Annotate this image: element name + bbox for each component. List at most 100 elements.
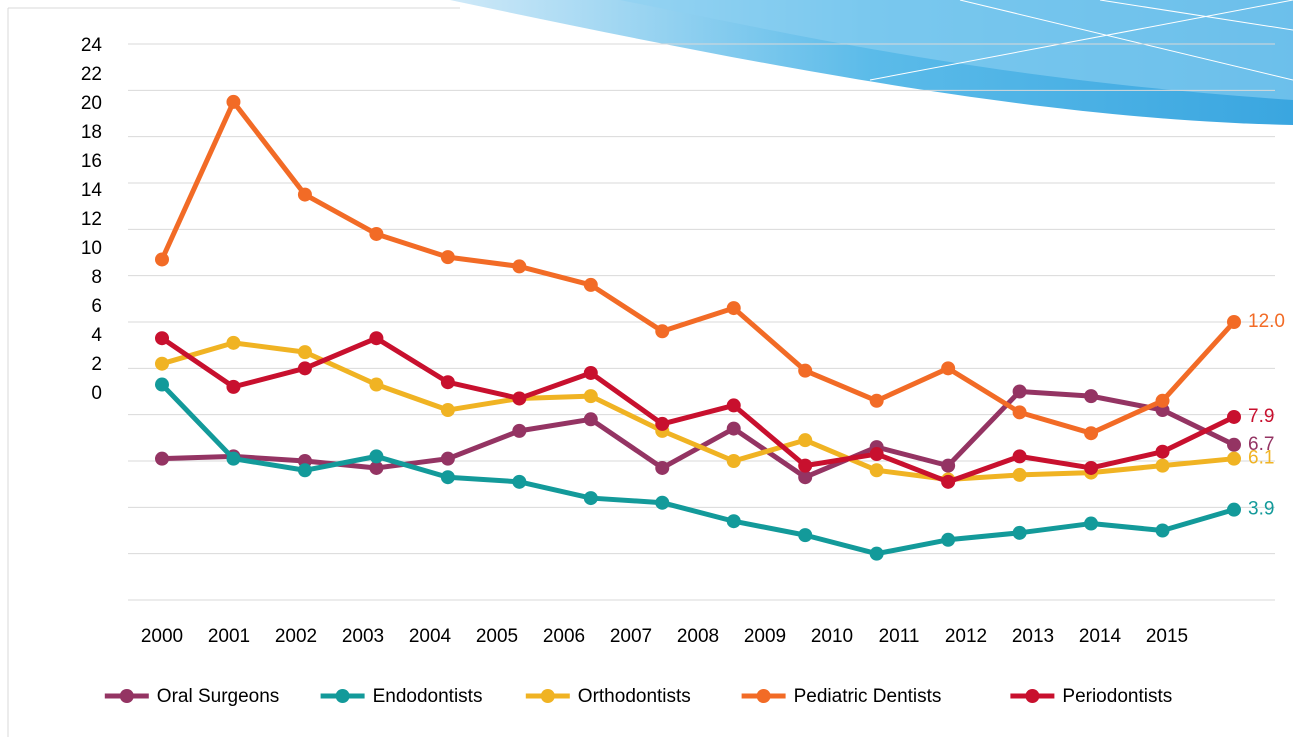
y-tick-label: 20: [81, 93, 102, 114]
y-tick-label: 18: [81, 122, 102, 143]
data-point: [155, 377, 169, 392]
x-tick-label: 2003: [342, 626, 384, 647]
data-point: [869, 546, 884, 561]
series-line: [160, 335, 1236, 485]
x-tick-label: 2007: [610, 626, 652, 647]
y-tick-label: 14: [81, 180, 103, 201]
data-point: [655, 495, 670, 510]
data-point: [1227, 502, 1241, 517]
data-point: [226, 379, 241, 394]
data-point: [869, 463, 884, 478]
series-line: [159, 99, 1236, 436]
data-label: 12.0: [1248, 311, 1285, 332]
data-point: [1227, 451, 1241, 466]
x-tick-label: 2011: [879, 626, 920, 647]
y-tick-label: 8: [91, 267, 102, 288]
decoration: [869, 0, 1293, 81]
data-point: [1155, 523, 1170, 538]
y-tick-label: 24: [81, 35, 103, 56]
data-point: [798, 528, 813, 543]
data-point: [655, 460, 670, 475]
decoration: [620, 0, 1293, 100]
x-tick-label: 2006: [543, 626, 585, 647]
data-point: [1084, 426, 1099, 441]
data-point: [226, 335, 241, 350]
x-tick-label: 2004: [409, 626, 452, 647]
x-tick-label: 2001: [208, 626, 250, 647]
x-tick-label: 2010: [811, 626, 853, 647]
data-point: [798, 433, 813, 448]
data-point: [369, 449, 384, 464]
data-point: [583, 365, 598, 380]
data-point: [155, 331, 169, 346]
legend-label: Endodontists: [373, 686, 483, 707]
data-point: [226, 451, 241, 466]
data-point: [1155, 444, 1170, 459]
x-tick-label: 2013: [1012, 626, 1054, 647]
data-point: [440, 403, 455, 418]
y-tick-label: 12: [81, 209, 102, 230]
y-tick-label: 10: [81, 238, 102, 259]
data-point: [512, 474, 527, 489]
data-point: [297, 187, 312, 202]
data-point: [1012, 384, 1027, 399]
data-point: [155, 451, 169, 466]
x-tick-label: 2015: [1146, 626, 1188, 647]
data-point: [726, 454, 741, 468]
x-tick-label: 2009: [744, 626, 786, 647]
legend-label: Oral Surgeons: [157, 686, 280, 707]
data-point: [1012, 449, 1027, 464]
x-tick-label: 2000: [141, 626, 183, 647]
data-label: 6.7: [1248, 434, 1274, 455]
data-point: [798, 363, 813, 378]
x-tick-label: 2002: [275, 626, 317, 647]
legend-label: Orthodontists: [578, 686, 691, 707]
data-point: [369, 226, 384, 241]
legend-label: Pediatric Dentists: [794, 686, 942, 707]
data-point: [1155, 458, 1170, 473]
data-point: [226, 94, 241, 109]
data-point: [583, 491, 598, 506]
legend-marker: [335, 689, 350, 703]
data-point: [1084, 389, 1099, 404]
data-point: [1155, 393, 1170, 408]
legend-marker: [119, 689, 134, 703]
y-tick-label: 16: [81, 151, 102, 172]
x-tick-label: 2014: [1079, 626, 1122, 647]
legend-label: Periodontists: [1062, 686, 1172, 707]
data-point: [512, 423, 527, 438]
data-point: [726, 421, 741, 436]
data-point: [155, 356, 169, 371]
data-label: 7.9: [1248, 406, 1274, 427]
data-point: [941, 458, 956, 473]
data-label: 6.1: [1248, 448, 1274, 469]
data-point: [512, 259, 527, 274]
data-point: [1227, 437, 1241, 452]
y-tick-label: 4: [91, 325, 102, 346]
data-point: [583, 389, 598, 404]
x-tick-label: 2008: [677, 626, 719, 647]
data-point: [369, 377, 384, 392]
data-point: [655, 324, 670, 339]
data-point: [798, 470, 813, 485]
data-point: [1227, 315, 1241, 329]
data-point: [512, 391, 527, 406]
data-point: [155, 252, 169, 267]
data-point: [726, 301, 741, 316]
data-point: [1012, 525, 1027, 540]
data-point: [869, 393, 884, 408]
data-point: [726, 514, 741, 529]
data-point: [798, 458, 813, 473]
legend-marker: [1025, 689, 1040, 703]
data-point: [583, 277, 598, 292]
data-point: [726, 398, 741, 413]
legend-marker: [540, 689, 555, 703]
data-point: [297, 345, 312, 360]
y-tick-label: 0: [91, 383, 102, 404]
data-point: [297, 463, 312, 478]
data-point: [1012, 405, 1027, 420]
data-point: [941, 361, 956, 376]
y-tick-label: 6: [91, 296, 102, 317]
data-point: [297, 361, 312, 376]
